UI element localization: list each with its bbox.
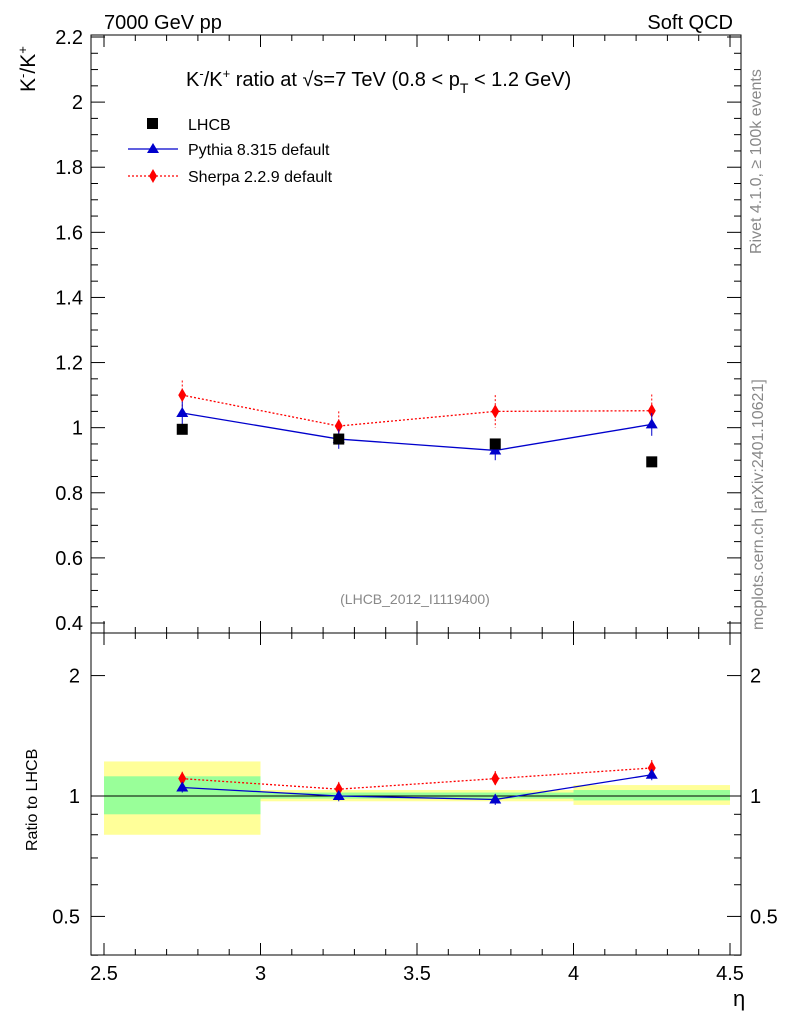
sherpa-ratio-line (182, 767, 652, 790)
y-tick-label: 0.4 (55, 613, 83, 635)
pythia-line (182, 412, 652, 452)
ratio-plot-frame (90, 632, 742, 956)
y-tick-label: 1 (72, 418, 83, 440)
sherpa-point (178, 388, 187, 403)
y-tick-label: 0.8 (55, 483, 83, 505)
lhcb-point (646, 456, 658, 468)
lhcb-point (333, 433, 345, 445)
sherpa-point (334, 419, 343, 434)
lhcb-point (489, 438, 501, 450)
header-category: Soft QCD (647, 12, 733, 34)
pythia-point (176, 407, 189, 418)
sherpa-point (647, 403, 656, 418)
axis-ticks: 2.5 3 3.5 4 4.5 0.4 0.6 0.8 1 1.2 1.4 1.6 1.8 2 2.2 0.5… (52, 27, 778, 985)
y-tick-label: 1.4 (55, 287, 83, 309)
legend-marker-sherpa (149, 169, 157, 183)
data-series (176, 380, 658, 805)
pythia-ratio-point (176, 781, 189, 792)
chart-title: K-/K+ ratio at √s=7 TeV (0.8 < pT < 1.2 … (186, 66, 571, 96)
rivet-version: Rivet 4.1.0, ≥ 100k events (748, 69, 765, 254)
sherpa-ratio-point (647, 760, 656, 775)
x-tick-label: 4 (568, 963, 579, 985)
ratio-band-stat (573, 790, 730, 801)
mcplots-credit: mcplots.cern.ch [arXiv:2401.10621] (750, 379, 767, 630)
ratio-y-tick-label: 2 (69, 666, 80, 688)
pythia-ratio-point (645, 768, 658, 779)
ratio-y-tick-label-right: 2 (750, 666, 761, 688)
sherpa-ratio-point (178, 771, 187, 786)
x-axis-label: η (733, 986, 745, 1011)
ratio-y-tick-label: 0.5 (52, 906, 80, 928)
ratio-y-axis-label: Ratio to LHCB (24, 749, 41, 851)
y-tick-label: 2.2 (55, 27, 83, 49)
pythia-point (645, 418, 658, 429)
x-tick-label: 2.5 (90, 963, 118, 985)
x-tick-label: 3 (255, 963, 266, 985)
legend-marker-pythia (147, 143, 159, 153)
ratio-y-tick-label-right: 1 (750, 786, 761, 808)
y-tick-label: 0.6 (55, 548, 83, 570)
sherpa-ratio-point (491, 771, 500, 786)
legend: LHCB Pythia 8.315 default Sherpa 2.2.9 d… (128, 117, 333, 186)
analysis-id: (LHCB_2012_I1119400) (340, 591, 490, 607)
y-tick-label: 1.2 (55, 353, 83, 375)
y-tick-label: 1.8 (55, 157, 83, 179)
lhcb-point (176, 423, 188, 435)
legend-label-lhcb: LHCB (188, 117, 231, 134)
x-tick-label: 4.5 (716, 963, 744, 985)
ratio-y-tick-label-right: 0.5 (750, 906, 778, 928)
legend-marker-lhcb (147, 118, 158, 129)
pythia-ratio-point (332, 790, 345, 800)
sherpa-line (182, 394, 652, 427)
y-axis-label: K-/K+ (15, 46, 40, 92)
sherpa-ratio-point (334, 782, 343, 797)
header-energy: 7000 GeV pp (104, 12, 222, 34)
sherpa-point (491, 404, 500, 419)
legend-label-pythia: Pythia 8.315 default (188, 142, 330, 159)
y-tick-label: 2 (72, 92, 83, 114)
y-tick-label: 1.6 (55, 222, 83, 244)
ratio-y-tick-label: 1 (69, 786, 80, 808)
legend-label-sherpa: Sherpa 2.2.9 default (188, 169, 333, 186)
pythia-point (489, 444, 502, 455)
pythia-ratio-line (182, 774, 652, 801)
x-tick-label: 3.5 (403, 963, 431, 985)
pythia-ratio-point (489, 793, 502, 804)
